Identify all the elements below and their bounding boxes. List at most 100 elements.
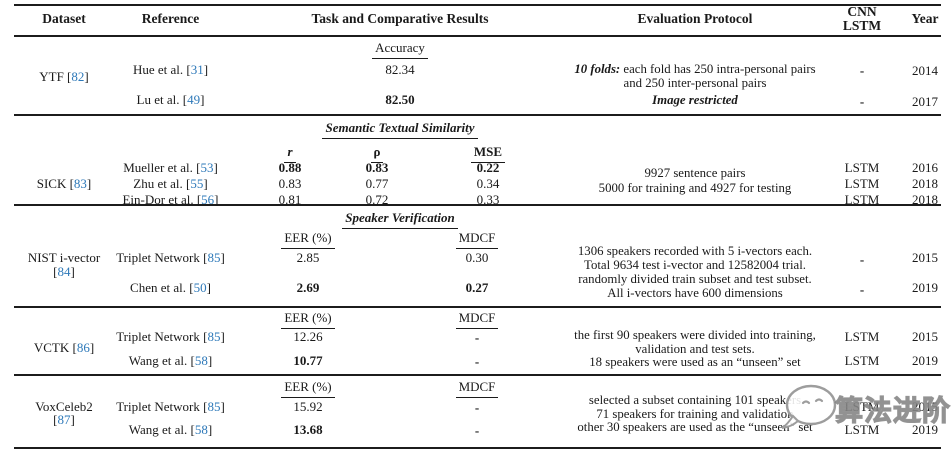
mdcf-label: MDCF <box>455 310 499 329</box>
nist-row2-mdcf: 0.27 <box>465 280 489 295</box>
citation-link[interactable]: 50 <box>193 280 207 295</box>
rho-label: ρ <box>370 144 384 163</box>
vox-col-eer: EER (%) <box>273 379 343 398</box>
sick-protocol-line1: 9927 sentence pairs <box>644 166 746 180</box>
citation-link[interactable]: 49 <box>187 92 201 107</box>
r-label: r <box>284 144 296 163</box>
citation-link[interactable]: 86 <box>76 340 90 355</box>
ytf-accuracy-subheader: Accuracy <box>260 40 540 59</box>
vctk-row2-cnn: LSTM <box>844 353 880 368</box>
citation-link[interactable]: 58 <box>194 353 208 368</box>
sick-col-mse: MSE <box>458 144 518 163</box>
sick-task-subheader: Semantic Textual Similarity <box>260 120 540 139</box>
reference-text: ] <box>213 160 218 175</box>
ytf-row1-year: 2014 <box>912 63 938 78</box>
dataset-label: SICK [ <box>36 176 74 191</box>
nist-row1-mdcf: 0.30 <box>465 250 489 265</box>
vox-row2-eer: 13.68 <box>293 422 323 437</box>
reference-text: ] <box>206 280 211 295</box>
column-header-dataset: Dataset <box>42 11 86 26</box>
dataset-label: YTF [ <box>39 69 72 84</box>
eer-label: EER (%) <box>281 310 335 329</box>
vctk-protocol-line1: the first 90 speakers were divided into … <box>574 328 816 342</box>
citation-link[interactable]: 83 <box>73 176 87 191</box>
sick-row3-year: 2018 <box>912 192 938 207</box>
reference-text: ] <box>220 399 225 414</box>
vctk-dataset-cell: VCTK [86] <box>14 340 114 356</box>
vox-row1-mdcf: - <box>474 400 480 415</box>
vox-row1-reference: Triplet Network [85] <box>108 399 233 415</box>
mse-label: MSE <box>470 144 506 163</box>
nist-row2-eer: 2.69 <box>296 280 320 295</box>
vctk-protocol-line3: 18 speakers were used as an “unseen” set <box>589 355 801 369</box>
reference-text: Triplet Network [ <box>116 399 208 414</box>
vox-row2-year: 2019 <box>912 422 938 437</box>
sick-row2-year: 2018 <box>912 176 938 191</box>
table-rule-top <box>14 4 941 6</box>
sick-col-rho: ρ <box>347 144 407 163</box>
column-header-lstm: LSTM <box>842 18 882 33</box>
nist-dataset-line2: [84] <box>14 264 114 280</box>
ytf-row2-cnn-value: - <box>859 94 865 109</box>
nist-protocol-line3: randomly divided train subset and test s… <box>578 272 812 286</box>
reference-text: Triplet Network [ <box>116 250 208 265</box>
citation-link[interactable]: 87 <box>57 412 71 427</box>
dataset-label: ] <box>70 412 75 427</box>
citation-link[interactable]: 82 <box>71 69 85 84</box>
ytf-row1-cnn-value: - <box>859 63 865 78</box>
sick-row1-cnn: LSTM <box>844 160 880 175</box>
citation-link[interactable]: 58 <box>194 422 208 437</box>
dataset-label: ] <box>89 340 95 355</box>
citation-link[interactable]: 84 <box>57 264 71 279</box>
citation-link[interactable]: 85 <box>207 329 221 344</box>
vctk-protocol-line2: validation and test sets. <box>635 342 755 356</box>
nist-row2-cnn: - <box>859 282 865 297</box>
speaker-verification-label: Speaker Verification <box>342 210 458 229</box>
table-rule-ytf <box>14 114 941 116</box>
reference-text: ] <box>220 329 225 344</box>
citation-link[interactable]: 31 <box>190 62 204 77</box>
sick-row2-cnn: LSTM <box>844 176 880 191</box>
vctk-row2-year: 2019 <box>912 353 938 368</box>
ytf-row1-accuracy-value: 82.34 <box>385 62 415 77</box>
sick-row3-r: 0.81 <box>278 192 302 207</box>
ytf-protocol-line2: and 250 inter-personal pairs <box>623 76 767 90</box>
sick-row2-r: 0.83 <box>278 176 302 191</box>
ytf-row2-accuracy-value: 82.50 <box>385 92 415 107</box>
accuracy-label: Accuracy <box>372 40 428 59</box>
semantic-textual-similarity-label: Semantic Textual Similarity <box>322 120 478 139</box>
citation-link[interactable]: 56 <box>201 192 215 207</box>
vctk-row1-cnn: LSTM <box>844 329 880 344</box>
reference-text: ] <box>207 353 213 368</box>
nist-row2-reference: Chen et al. [50] <box>108 280 233 296</box>
watermark: 算法进阶 <box>779 383 951 435</box>
sick-col-r: r <box>255 144 325 163</box>
vctk-row1-eer: 12.26 <box>293 329 323 344</box>
column-header-task: Task and Comparative Results <box>311 11 489 26</box>
citation-link[interactable]: 85 <box>207 399 221 414</box>
citation-link[interactable]: 53 <box>200 160 214 175</box>
ytf-row2-year: 2017 <box>912 94 938 109</box>
vctk-row2-mdcf: - <box>474 354 480 369</box>
reference-text: Triplet Network [ <box>116 329 208 344</box>
vox-protocol-line2: 71 speakers for training and validation <box>596 407 794 421</box>
eer-label: EER (%) <box>281 379 335 398</box>
reference-text: Hue et al. [ <box>132 62 191 77</box>
vox-row1-cnn: LSTM <box>844 399 880 414</box>
nist-dataset-line1: NIST i-vector <box>27 250 101 265</box>
vctk-row1-reference: Triplet Network [85] <box>108 329 233 345</box>
sick-dataset-cell: SICK [83] <box>14 176 114 192</box>
chat-bubble-icon <box>781 384 837 429</box>
column-header-cnn: CNN <box>847 4 877 19</box>
vox-protocol-line3: other 30 speakers are used as the “unsee… <box>577 420 813 434</box>
column-header-protocol: Evaluation Protocol <box>637 11 753 26</box>
citation-link[interactable]: 85 <box>207 250 221 265</box>
sick-row1-r: 0.88 <box>278 160 302 175</box>
citation-link[interactable]: 55 <box>190 176 204 191</box>
table-rule-sick <box>14 204 941 206</box>
dataset-label: ] <box>70 264 75 279</box>
table-rule-bottom <box>14 447 941 449</box>
vox-protocol-line1: selected a subset containing 101 speaker… <box>588 393 802 407</box>
reference-text: ] <box>203 176 208 191</box>
sick-row3-reference: Ein-Dor et al. [56] <box>108 192 233 208</box>
